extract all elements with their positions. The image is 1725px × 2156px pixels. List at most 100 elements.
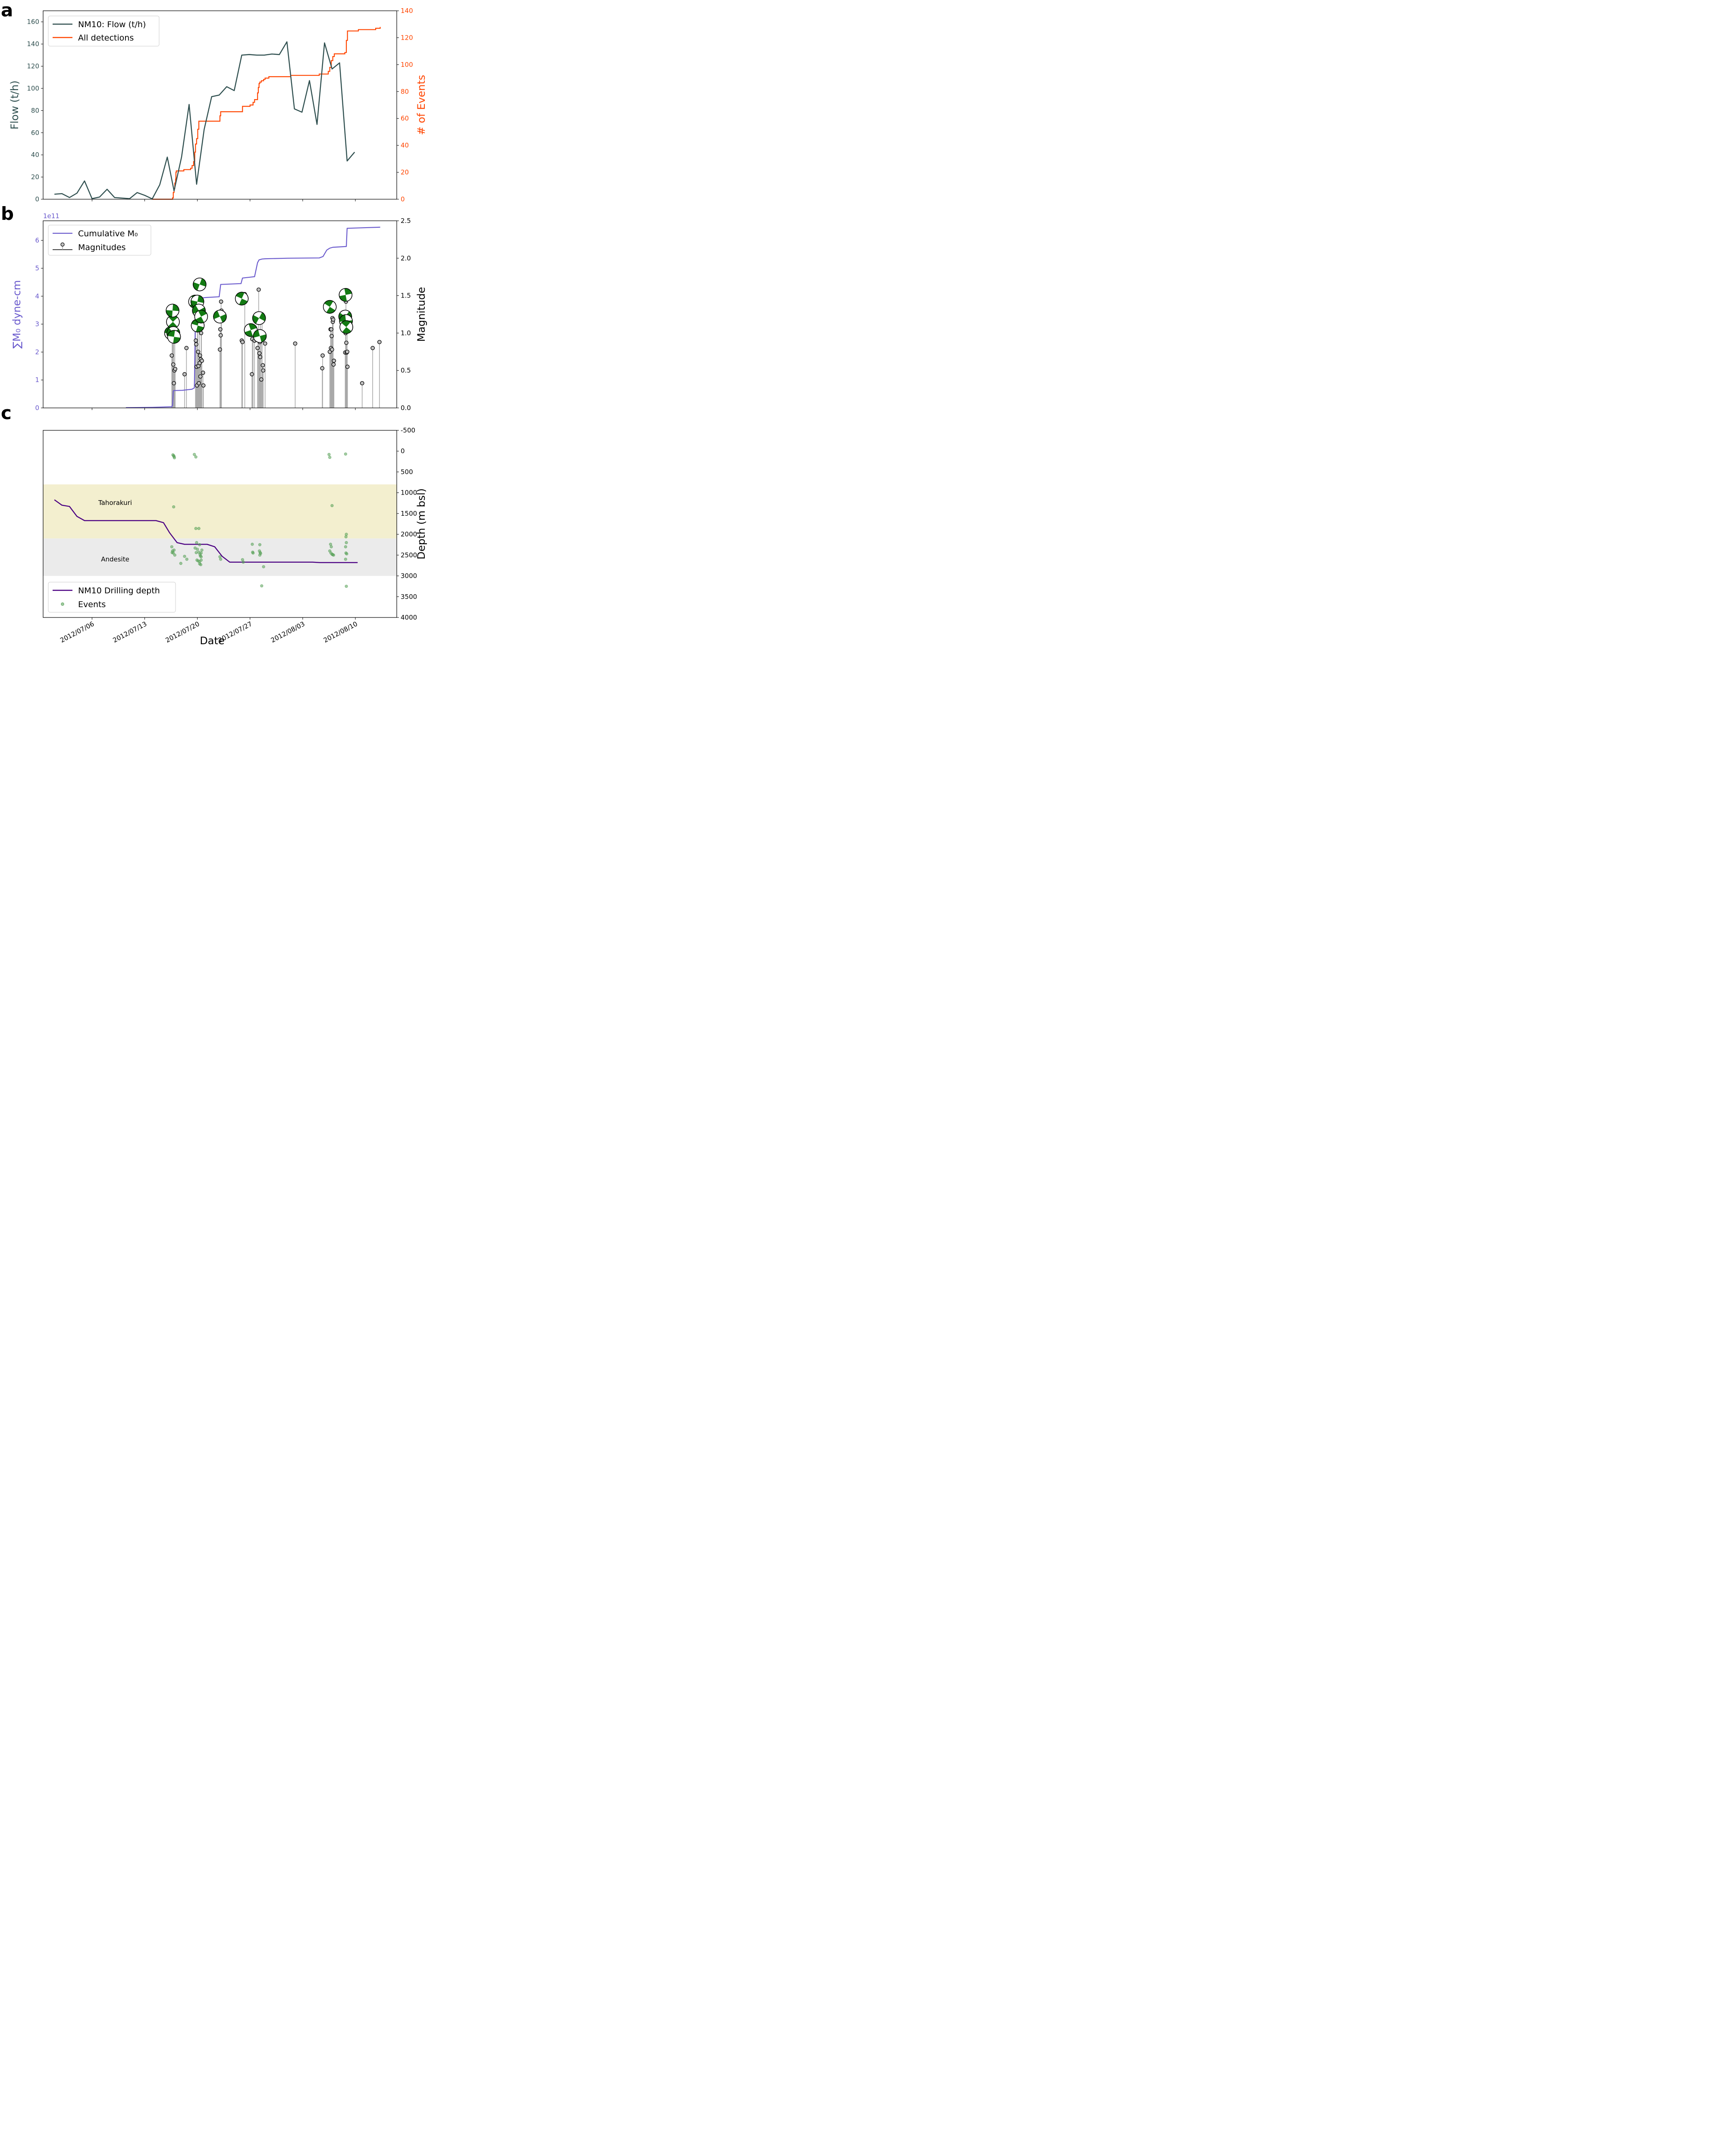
legend-drilling-label: NM10 Drilling depth [78, 586, 160, 595]
panel-a-right-y-tick-label: 80 [401, 88, 409, 95]
panel-c-right-y-tick-label: 1000 [401, 489, 417, 497]
magnitude-marker [331, 362, 336, 367]
magnitude-marker [250, 372, 254, 376]
beachball-quadrant [167, 330, 175, 337]
panel-b-left-y-tick-label: 5 [35, 264, 39, 272]
legend-box [48, 16, 160, 47]
beachball-outline [339, 320, 353, 334]
panel-b-offset-text: 1e11 [43, 212, 60, 220]
panel-b-left-y-tick-label: 1 [35, 376, 39, 384]
panel-label-c: c [1, 402, 12, 423]
event-marker [251, 551, 255, 555]
beachball-quadrant [324, 300, 333, 307]
panel-b-y2-axis-label: Magnitude [415, 287, 427, 342]
event-marker [199, 551, 203, 555]
magnitude-marker [330, 347, 334, 352]
beachball-quadrant [339, 314, 346, 322]
layer-label-andesite: Andesite [101, 555, 129, 563]
beachball-quadrant [252, 315, 259, 324]
legend-events-marker [61, 602, 64, 606]
event-marker [170, 551, 174, 555]
layer-band-tahorakuri [43, 484, 397, 539]
event-marker [345, 541, 348, 545]
event-marker [173, 553, 176, 557]
x-tick-label: 2012/07/06 [59, 620, 95, 644]
legend-box [48, 225, 151, 256]
magnitude-marker [258, 355, 263, 359]
x-tick-label: 2012/07/13 [112, 620, 148, 644]
series-flow [54, 41, 355, 200]
x-tick-label: 2012/07/20 [164, 620, 201, 644]
panel-c-right-y-tick-label: 1500 [401, 510, 417, 517]
magnitude-marker [263, 341, 267, 346]
event-marker [242, 561, 245, 564]
event-marker [170, 545, 173, 548]
beachball-quadrant [173, 337, 181, 344]
magnitude-marker [200, 358, 204, 363]
legend-detections-label: All detections [78, 33, 134, 43]
event-marker [200, 548, 204, 552]
panel-a-axes-frame [43, 10, 397, 200]
legend-box [48, 582, 176, 613]
magnitude-marker [320, 366, 325, 370]
event-marker [258, 553, 262, 557]
event-marker [344, 452, 347, 456]
panel-label-b: b [1, 203, 14, 224]
beachball-outline [193, 277, 207, 291]
beachball-quadrant [192, 305, 199, 314]
panel-b-axes-frame [43, 220, 397, 408]
panel-a-right-y-tick-label: 40 [401, 141, 409, 149]
panel-c-right-y-tick-label: 0 [401, 447, 405, 455]
panel-a-left-y-tick-label: 80 [31, 107, 39, 114]
x-tick-label: 2012/08/10 [322, 620, 359, 644]
magnitude-marker [255, 346, 260, 350]
panel-label-a: a [1, 0, 13, 21]
beachball-quadrant [197, 295, 204, 303]
beachball [194, 310, 208, 323]
panel-c-right-y-tick-label: 3000 [401, 572, 417, 580]
magnitude-marker [261, 368, 266, 373]
x-axis-label: Date [200, 635, 224, 647]
magnitude-marker [196, 349, 201, 354]
panel-b-right-y-tick-label: 2.0 [401, 254, 411, 262]
legend-magnitudes-marker [60, 242, 65, 247]
magnitude-marker [171, 362, 176, 367]
event-marker [329, 545, 333, 548]
panel-a-left-y-tick-label: 20 [31, 173, 39, 181]
magnitude-marker [201, 370, 205, 375]
event-marker [345, 533, 348, 536]
event-marker [199, 558, 203, 562]
panel-b-left-y-tick-label: 4 [35, 292, 39, 300]
event-marker [219, 558, 223, 561]
magnitude-marker [332, 358, 336, 363]
event-marker [179, 562, 182, 565]
event-marker [199, 563, 203, 567]
beachball-outline [253, 329, 267, 343]
event-marker [330, 504, 334, 508]
event-marker [332, 553, 336, 557]
panel-a-right-y-tick-label: 120 [401, 34, 413, 41]
event-marker [197, 527, 201, 530]
panel-b: 0 1 2 3 4 5 6 0.0 0.5 1.0 1.5 2.0 2.5 1e11 ∑M₀ dyne-cm… [11, 212, 427, 412]
beachball-outline [167, 330, 181, 344]
panel-a-left-y-tick-label: 140 [27, 40, 39, 48]
panel-c: Tahorakuri Andesite -500 0 500 1000 1500 2000 25… [43, 426, 427, 621]
magnitude-marker [201, 383, 206, 388]
beachball [193, 277, 207, 291]
beachball [167, 330, 181, 344]
event-marker [183, 555, 186, 558]
event-marker [344, 545, 347, 548]
beachball [252, 311, 266, 325]
panel-c-y-axis-label: Depth (m bsl) [415, 489, 427, 560]
event-marker [196, 548, 199, 551]
magnitude-marker [257, 351, 262, 356]
legend-flow-label: NM10: Flow (t/h) [78, 20, 146, 29]
panel-b-right-y-tick-label: 1.0 [401, 329, 411, 337]
panel-a: 0 20 40 60 80 100 120 140 160 0 20 40 60 80 100 120 140 F… [9, 7, 427, 203]
magnitude-marker [197, 381, 201, 385]
beachball-outline [244, 323, 258, 337]
beachball-quadrant [344, 288, 352, 295]
event-marker [185, 558, 188, 561]
magnitude-marker [345, 364, 350, 369]
panel-c-right-y-tick-label: 2500 [401, 551, 417, 559]
